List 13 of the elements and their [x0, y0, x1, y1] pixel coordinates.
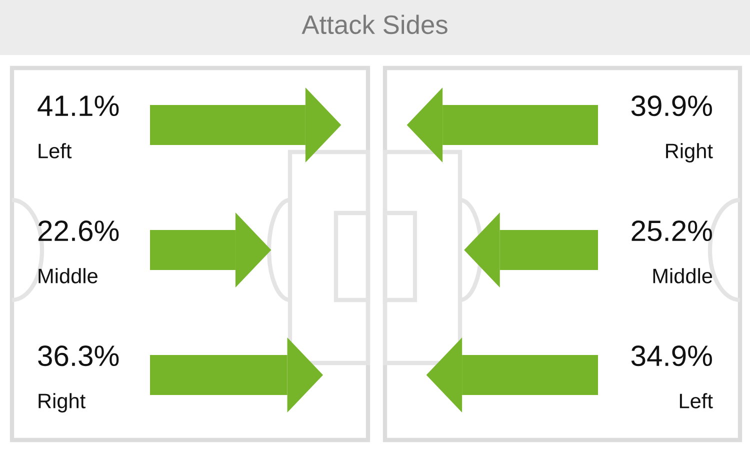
category-label: Left	[680, 393, 713, 408]
text: Attack Sides	[302, 14, 448, 34]
data-label: 41.1%	[38, 96, 119, 116]
data-label: 22.6%	[38, 220, 119, 242]
data-label: 25.2%	[632, 220, 712, 242]
category-label: Middle	[38, 268, 98, 284]
data-label: 36.3%	[38, 346, 119, 366]
category-label: Right	[38, 393, 86, 412]
category-label: Left	[38, 143, 72, 158]
data-label: 34.9%	[631, 346, 712, 366]
category-label: Middle	[653, 268, 712, 284]
category-label: Right	[666, 143, 713, 162]
data-label: 39.9%	[631, 96, 712, 116]
